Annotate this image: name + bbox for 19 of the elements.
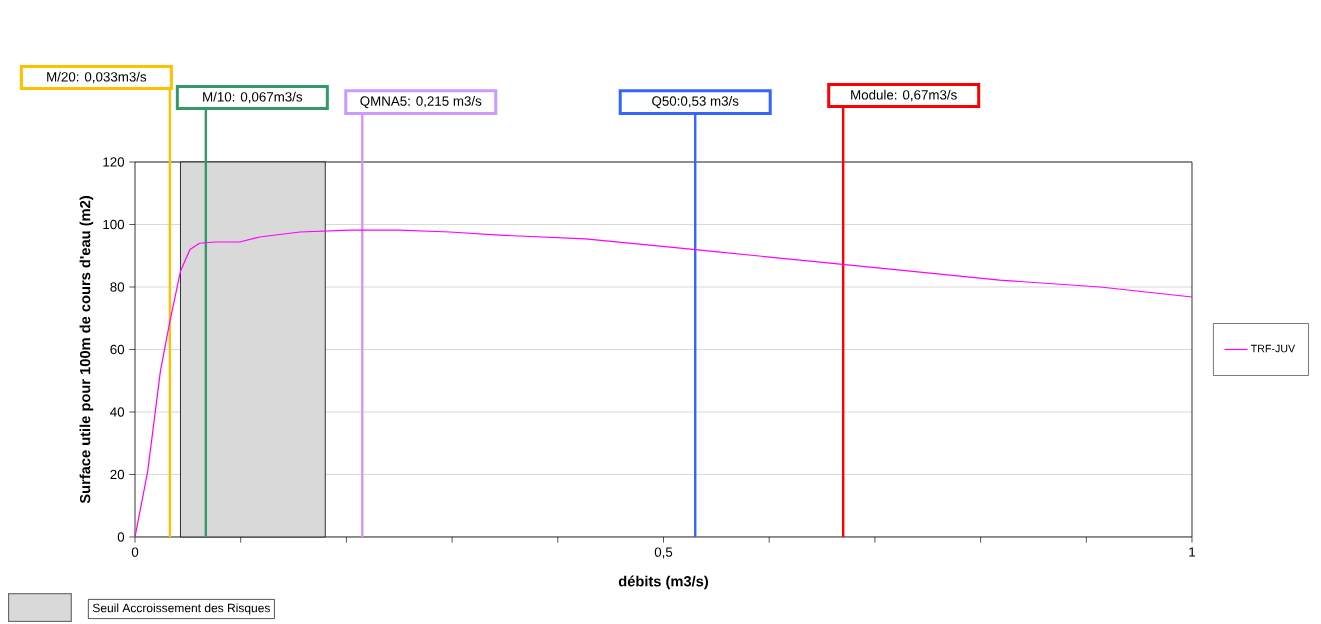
y-tick-label: 60 bbox=[110, 344, 125, 355]
ref-line-label: Q50:0,53 m3/s bbox=[652, 95, 739, 109]
y-tick-label: 100 bbox=[103, 219, 125, 230]
ref-line-label: QMNA5: 0,215 m3/s bbox=[360, 95, 482, 109]
y-tick-label: 40 bbox=[110, 407, 125, 417]
y-tick-label: 80 bbox=[110, 282, 125, 292]
legend-label: Seuil Accroissement des Risques bbox=[92, 603, 270, 615]
legend-label: TRF-JUV bbox=[1250, 344, 1296, 353]
x-axis-title: débits (m3/s) bbox=[618, 575, 708, 590]
ref-line-label: M/10: 0,067m3/s bbox=[203, 91, 303, 104]
y-tick-label: 0 bbox=[117, 532, 125, 542]
ref-line-label: M/20: 0,033m3/s bbox=[47, 71, 147, 84]
y-tick-label: 120 bbox=[103, 157, 125, 167]
x-tick-label: 0 bbox=[131, 547, 139, 557]
ref-line-label: Module: 0,67m3/s bbox=[851, 89, 957, 102]
x-tick-label: 0,5 bbox=[654, 547, 673, 559]
y-tick-label: 20 bbox=[110, 469, 125, 480]
y-axis-title: Surface utile pour 100m de cours d'eau (m2) bbox=[79, 196, 94, 504]
x-tick-label: 1 bbox=[1189, 547, 1196, 557]
